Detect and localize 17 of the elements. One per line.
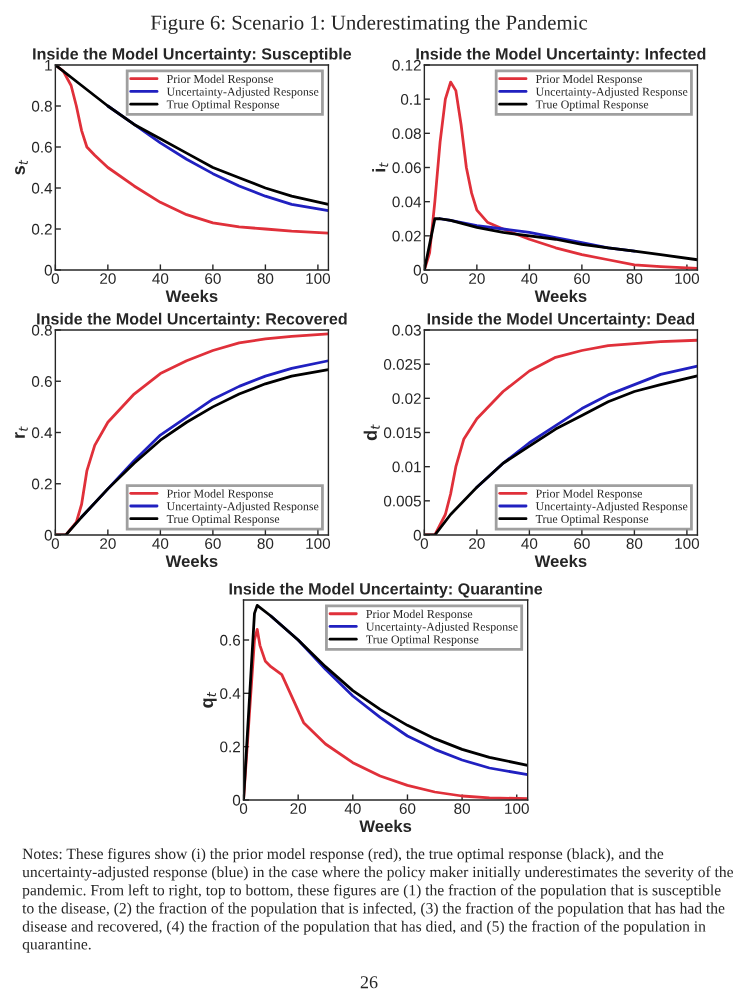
x-axis-title: Weeks [534, 289, 587, 303]
y-axis-title: i$_{t}$ [372, 162, 389, 172]
y-axis-title: d$_{t}$ [363, 424, 380, 441]
chart-title: Inside the Model Uncertainty: Infected [416, 47, 706, 63]
y-axis-title: s$_{t}$ [15, 159, 28, 175]
y-axis-title: q$_{t}$ [203, 691, 217, 708]
x-axis-title: Weeks [359, 819, 412, 833]
x-axis-title: Weeks [165, 554, 218, 568]
y-axis-title: r$_{t}$ [15, 426, 28, 438]
x-axis-title: Weeks [534, 554, 587, 568]
chart-title: Inside the Model Uncertainty: Dead [427, 312, 695, 328]
text: 26 [360, 976, 378, 989]
chart-title: Inside the Model Uncertainty: Recovered [37, 312, 347, 328]
x-axis-title: Weeks [165, 289, 218, 303]
chart-title: Inside the Model Uncertainty: Quarantine [229, 582, 543, 598]
caption: Figure 6: Scenario 1: Underestimating the Pandemic [150, 15, 588, 34]
chart-title: Inside the Model Uncertainty: Susceptible [33, 47, 352, 63]
